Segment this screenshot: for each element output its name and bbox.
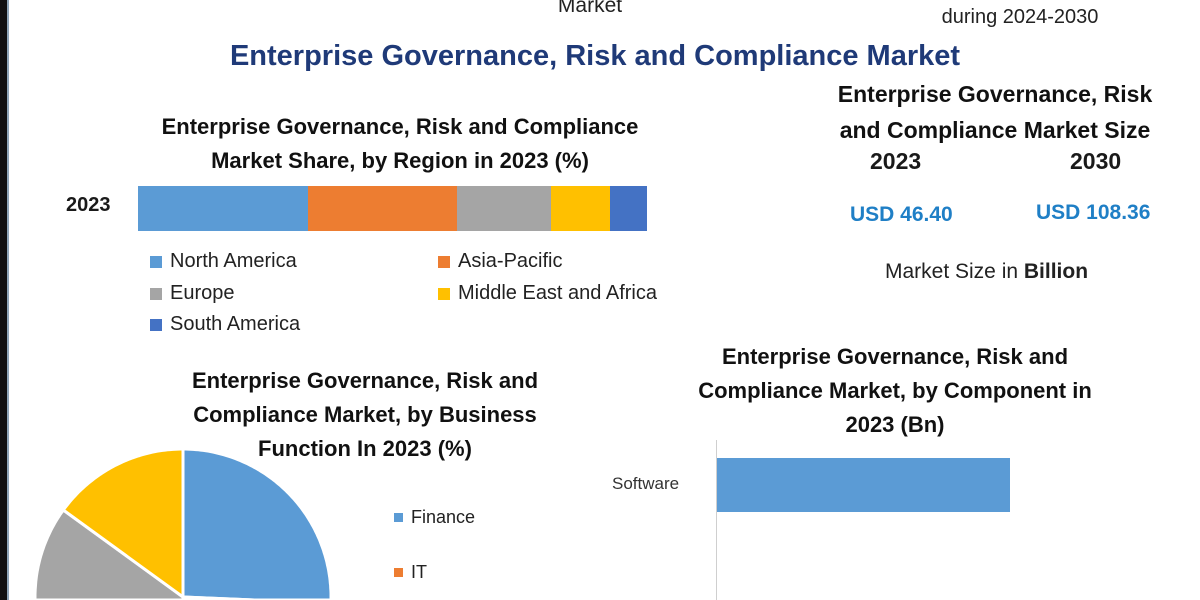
page-title: Enterprise Governance, Risk and Complian… [229, 40, 961, 72]
pie-title-line3: Function In 2023 (%) [258, 436, 472, 461]
pie-slice-2 [33, 508, 185, 600]
legend-label: Middle East and Africa [458, 282, 657, 304]
region-legend-item: Asia-Pacific [438, 250, 562, 273]
region-segment-south-america [610, 186, 647, 231]
pie-title-line1: Enterprise Governance, Risk and [191, 368, 539, 393]
region-segment-middle-east-and-africa [551, 186, 611, 231]
pie-slice-finance [181, 447, 333, 600]
pie-title-line2: Compliance Market, by Business [193, 402, 537, 427]
component-chart-title: Enterprise Governance, Risk and Complian… [660, 340, 1130, 442]
legend-label: South America [170, 313, 301, 335]
component-axis-line [716, 440, 717, 600]
pie-slice-it [181, 595, 256, 600]
component-title-line2: Compliance Market, by Component in [698, 378, 1092, 403]
region-segment-europe [457, 186, 552, 231]
legend-label: North America [170, 250, 297, 272]
market-size-2023-value: USD 46.40 [850, 203, 953, 226]
component-title-line3: 2023 (Bn) [845, 412, 945, 437]
component-category-label: Software [612, 474, 680, 493]
region-title-line1: Enterprise Governance, Risk and Complian… [161, 114, 639, 139]
pie-legend-item: Finance [394, 507, 475, 528]
region-segment-asia-pacific [308, 186, 458, 231]
region-title-line2: Market Share, by Region in 2023 (%) [211, 148, 589, 173]
region-legend-item: South America [150, 313, 300, 336]
region-stacked-bar [138, 186, 647, 231]
market-size-2030-value: USD 108.36 [1036, 201, 1151, 224]
pie-chart-title: Enterprise Governance, Risk and Complian… [150, 364, 580, 466]
region-segment-north-america [138, 186, 308, 231]
region-legend-item: Europe [150, 282, 235, 305]
legend-swatch [150, 318, 162, 331]
business-function-pie [33, 447, 333, 600]
legend-label: Finance [411, 507, 476, 527]
region-legend-item: Middle East and Africa [438, 282, 657, 305]
legend-swatch [438, 255, 450, 268]
legend-swatch [394, 513, 403, 522]
legend-swatch [394, 568, 403, 577]
component-title-line1: Enterprise Governance, Risk and [721, 344, 1069, 369]
header-fragment-period: during 2024-2030 [941, 6, 1099, 28]
legend-swatch [438, 287, 450, 300]
left-frame-border [0, 0, 7, 600]
market-size-unit: Market Size in Billion [885, 260, 1088, 284]
component-bar-software [717, 458, 1010, 512]
market-size-title-line1: Enterprise Governance, Risk [837, 81, 1153, 107]
year-2030-label: 2030 [1070, 148, 1122, 174]
legend-label: Europe [170, 282, 235, 304]
legend-label: IT [411, 562, 427, 582]
region-chart-title: Enterprise Governance, Risk and Complian… [100, 110, 700, 178]
pie-slice-3 [61, 447, 185, 599]
header-fragment-market: Market [557, 0, 623, 17]
year-2023-label: 2023 [870, 148, 922, 174]
market-size-title: Enterprise Governance, Risk and Complian… [820, 76, 1170, 148]
unit-bold: Billion [1023, 260, 1089, 283]
unit-prefix: Market Size in [885, 260, 1024, 283]
legend-label: Asia-Pacific [458, 250, 563, 272]
legend-swatch [150, 255, 162, 268]
left-frame-highlight [7, 0, 9, 600]
region-legend-item: North America [150, 250, 297, 273]
pie-legend-item: IT [394, 562, 427, 583]
region-category-label: 2023 [66, 194, 111, 216]
legend-swatch [150, 287, 162, 300]
market-size-title-line2: and Compliance Market Size [839, 117, 1151, 143]
